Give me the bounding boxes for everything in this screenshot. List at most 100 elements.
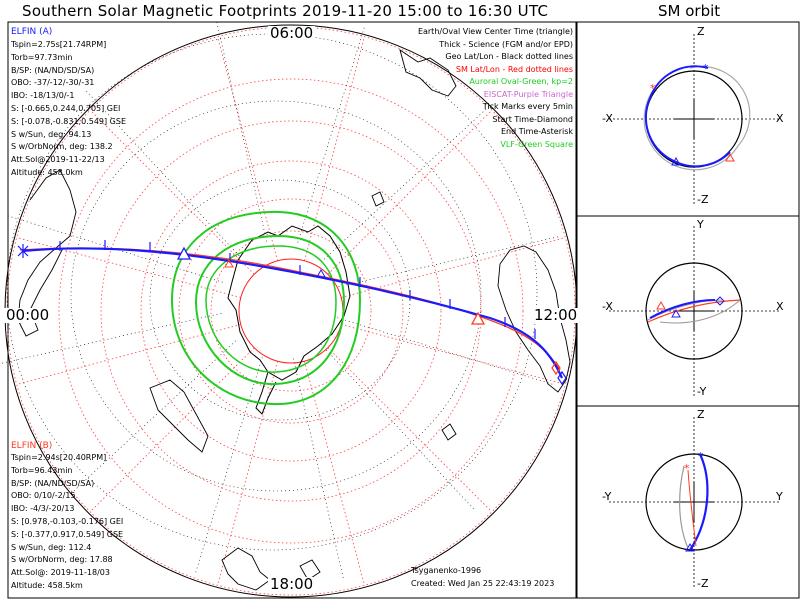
legend-entry: Auroral Oval-Green, kp=2 (469, 77, 573, 86)
sm-orbit-panels: * * * * (609, 34, 779, 587)
elfin-a-start-diamond (557, 370, 567, 386)
sm-lon-line (217, 36, 278, 261)
sm-lat-circle-solid (238, 258, 344, 364)
elfin-b-triangle (656, 300, 666, 310)
elfin-b-info-line: S: [-0.377,0.917,0.549] GSE (11, 529, 124, 539)
geo-lon-line (337, 317, 553, 385)
elfin-b-small-triangle (224, 258, 234, 268)
sm-lon-line (304, 36, 365, 261)
geo-lon-line (216, 22, 267, 242)
geo-lon-line (86, 90, 240, 257)
elfin-b-center-triangle (470, 311, 486, 325)
sm-axis-label-left: -X (602, 112, 613, 125)
elfin-b-info-line: Torb=96.43min (11, 465, 73, 475)
sm-lat-circle (140, 160, 442, 462)
sm-lat-circle (210, 230, 372, 392)
landmass-lower-left (149, 379, 209, 453)
sm-lon-line (327, 347, 493, 513)
sm-lon-line (304, 361, 365, 586)
elfin-b-triangle (725, 152, 735, 162)
elfin-b-orbit (647, 299, 741, 323)
sm-earth-circle (645, 262, 743, 360)
elfin-a-info-line: IBO: -18/13/0/-1 (11, 91, 75, 101)
clock-label-bottom: 18:00 (268, 575, 316, 593)
elfin-a-track (21, 247, 564, 379)
elfin-b-info-line: Tspin=2.94s[20.40RPM] (11, 453, 107, 462)
auroral-oval-inner (194, 234, 346, 386)
sm-axis-label-bottom: -Z (697, 577, 709, 590)
plot-title: Southern Solar Magnetic Footprints 2019-… (22, 2, 549, 20)
elfin-a-triangle (671, 156, 681, 166)
sm-axis-label-left: -Y (602, 490, 612, 503)
sm-lon-line (217, 361, 278, 586)
sm-lon-line (341, 324, 566, 385)
geo-lon-line (297, 27, 365, 243)
elfin-b-start-diamond (551, 360, 561, 376)
geo-lat-circle (70, 100, 482, 492)
elfin-b-info-line: S w/OrbNorm, deg: 17.88 (11, 555, 113, 565)
elfin-b-track (19, 247, 561, 371)
elfin-a-orbit (649, 299, 716, 319)
model-credit: Tsyganenko-1996 (411, 566, 482, 575)
elfin-a-info-line: Tspin=2.75s[21.74RPM] (11, 40, 107, 49)
elfin-a-info-line: OBO: -37/-12/-30/-31 (11, 78, 95, 88)
clock-label-right: 12:00 (532, 306, 580, 324)
sm-orbit-title: SM orbit (658, 2, 721, 20)
sm-axis-label-top: Z (697, 25, 705, 38)
sm-lon-line (16, 237, 241, 298)
sm-lon-line (89, 109, 255, 275)
elfin-b-info-line: B/SP: (NA/ND/SD/SA) (11, 478, 95, 488)
antarctica-coastline (227, 225, 351, 415)
landmass-top-right (399, 48, 457, 97)
elfin-a-small-triangle (316, 268, 326, 278)
geo-lon-line (70, 340, 237, 494)
elfin-b-orbit-front (687, 469, 697, 547)
auroral-oval-outer (170, 210, 362, 406)
elfin-b-orbit (679, 465, 689, 549)
elfin-b-end-asterisk: * (684, 462, 690, 475)
elfin-a-info-line: Torb=97.73min (11, 52, 73, 62)
sm-axis-label-right: Y (776, 490, 783, 503)
elfin-a-end-asterisk: * (698, 450, 704, 463)
legend-entry: Geo Lat/Lon - Black dotted lines (445, 52, 573, 61)
elfin-b-info-line: S w/Sun, deg: 112.4 (11, 542, 92, 552)
elfin-a-end-asterisk (17, 244, 29, 258)
elfin-b-info-line: S: [0.978,-0.103,-0.176] GEI (11, 517, 124, 526)
elfin-a-info-line: Altitude: 458.0km (11, 168, 83, 177)
sm-lat-circle (58, 78, 524, 544)
landmass-left (17, 169, 77, 337)
track-tick-marks (59, 240, 536, 339)
legend-entry: VLF-Green Square (500, 139, 573, 149)
elfin-a-info-line: S w/Sun, deg: 94.13 (11, 129, 92, 139)
island (441, 423, 457, 441)
sm-axis-label-bottom: -Z (697, 193, 709, 206)
elfin-a-orbit (644, 65, 731, 168)
elfin-a-triangle (685, 542, 695, 552)
elfin-b-info-line: OBO: 0/10/-2/15 (11, 491, 76, 501)
elfin-b-info-line: IBO: -4/3/-20/13 (11, 504, 75, 514)
sm-lon-line (89, 347, 255, 513)
sm-lon-line (327, 109, 493, 275)
auroral-oval-mid (205, 245, 337, 373)
legend-entry: Tick Marks every 5min (482, 102, 573, 111)
elfin-b-name: ELFIN (B) (11, 441, 53, 451)
elfin-a-center-triangle (176, 246, 192, 260)
sm-axis-label-bottom: -Y (697, 385, 707, 398)
elfin-b-end-asterisk: * (650, 82, 656, 95)
geo-lon-line (338, 236, 558, 287)
sm-axis-label-top: Z (697, 408, 705, 421)
legend-entry: EISCAT-Purple Triangle (483, 89, 573, 99)
elfin-a-info-line: S: [-0.665,0.244,0.705] GEI (11, 104, 121, 113)
legend-entry: SM Lat/Lon - Red dotted lines (455, 64, 573, 74)
sm-axis-label-right: X (776, 112, 784, 125)
legend-entry: Earth/Oval View Center Time (triangle) (417, 27, 573, 36)
geo-lon-line (320, 343, 474, 510)
geo-lon-line (293, 358, 344, 578)
created-timestamp: Created: Wed Jan 25 22:43:19 2023 (411, 579, 555, 588)
sm-lat-circle (178, 198, 404, 424)
sm-lat-circle (100, 120, 482, 502)
geo-lon-line (323, 106, 490, 260)
clock-label-left: 00:00 (4, 306, 52, 324)
landmass-right (497, 245, 571, 393)
